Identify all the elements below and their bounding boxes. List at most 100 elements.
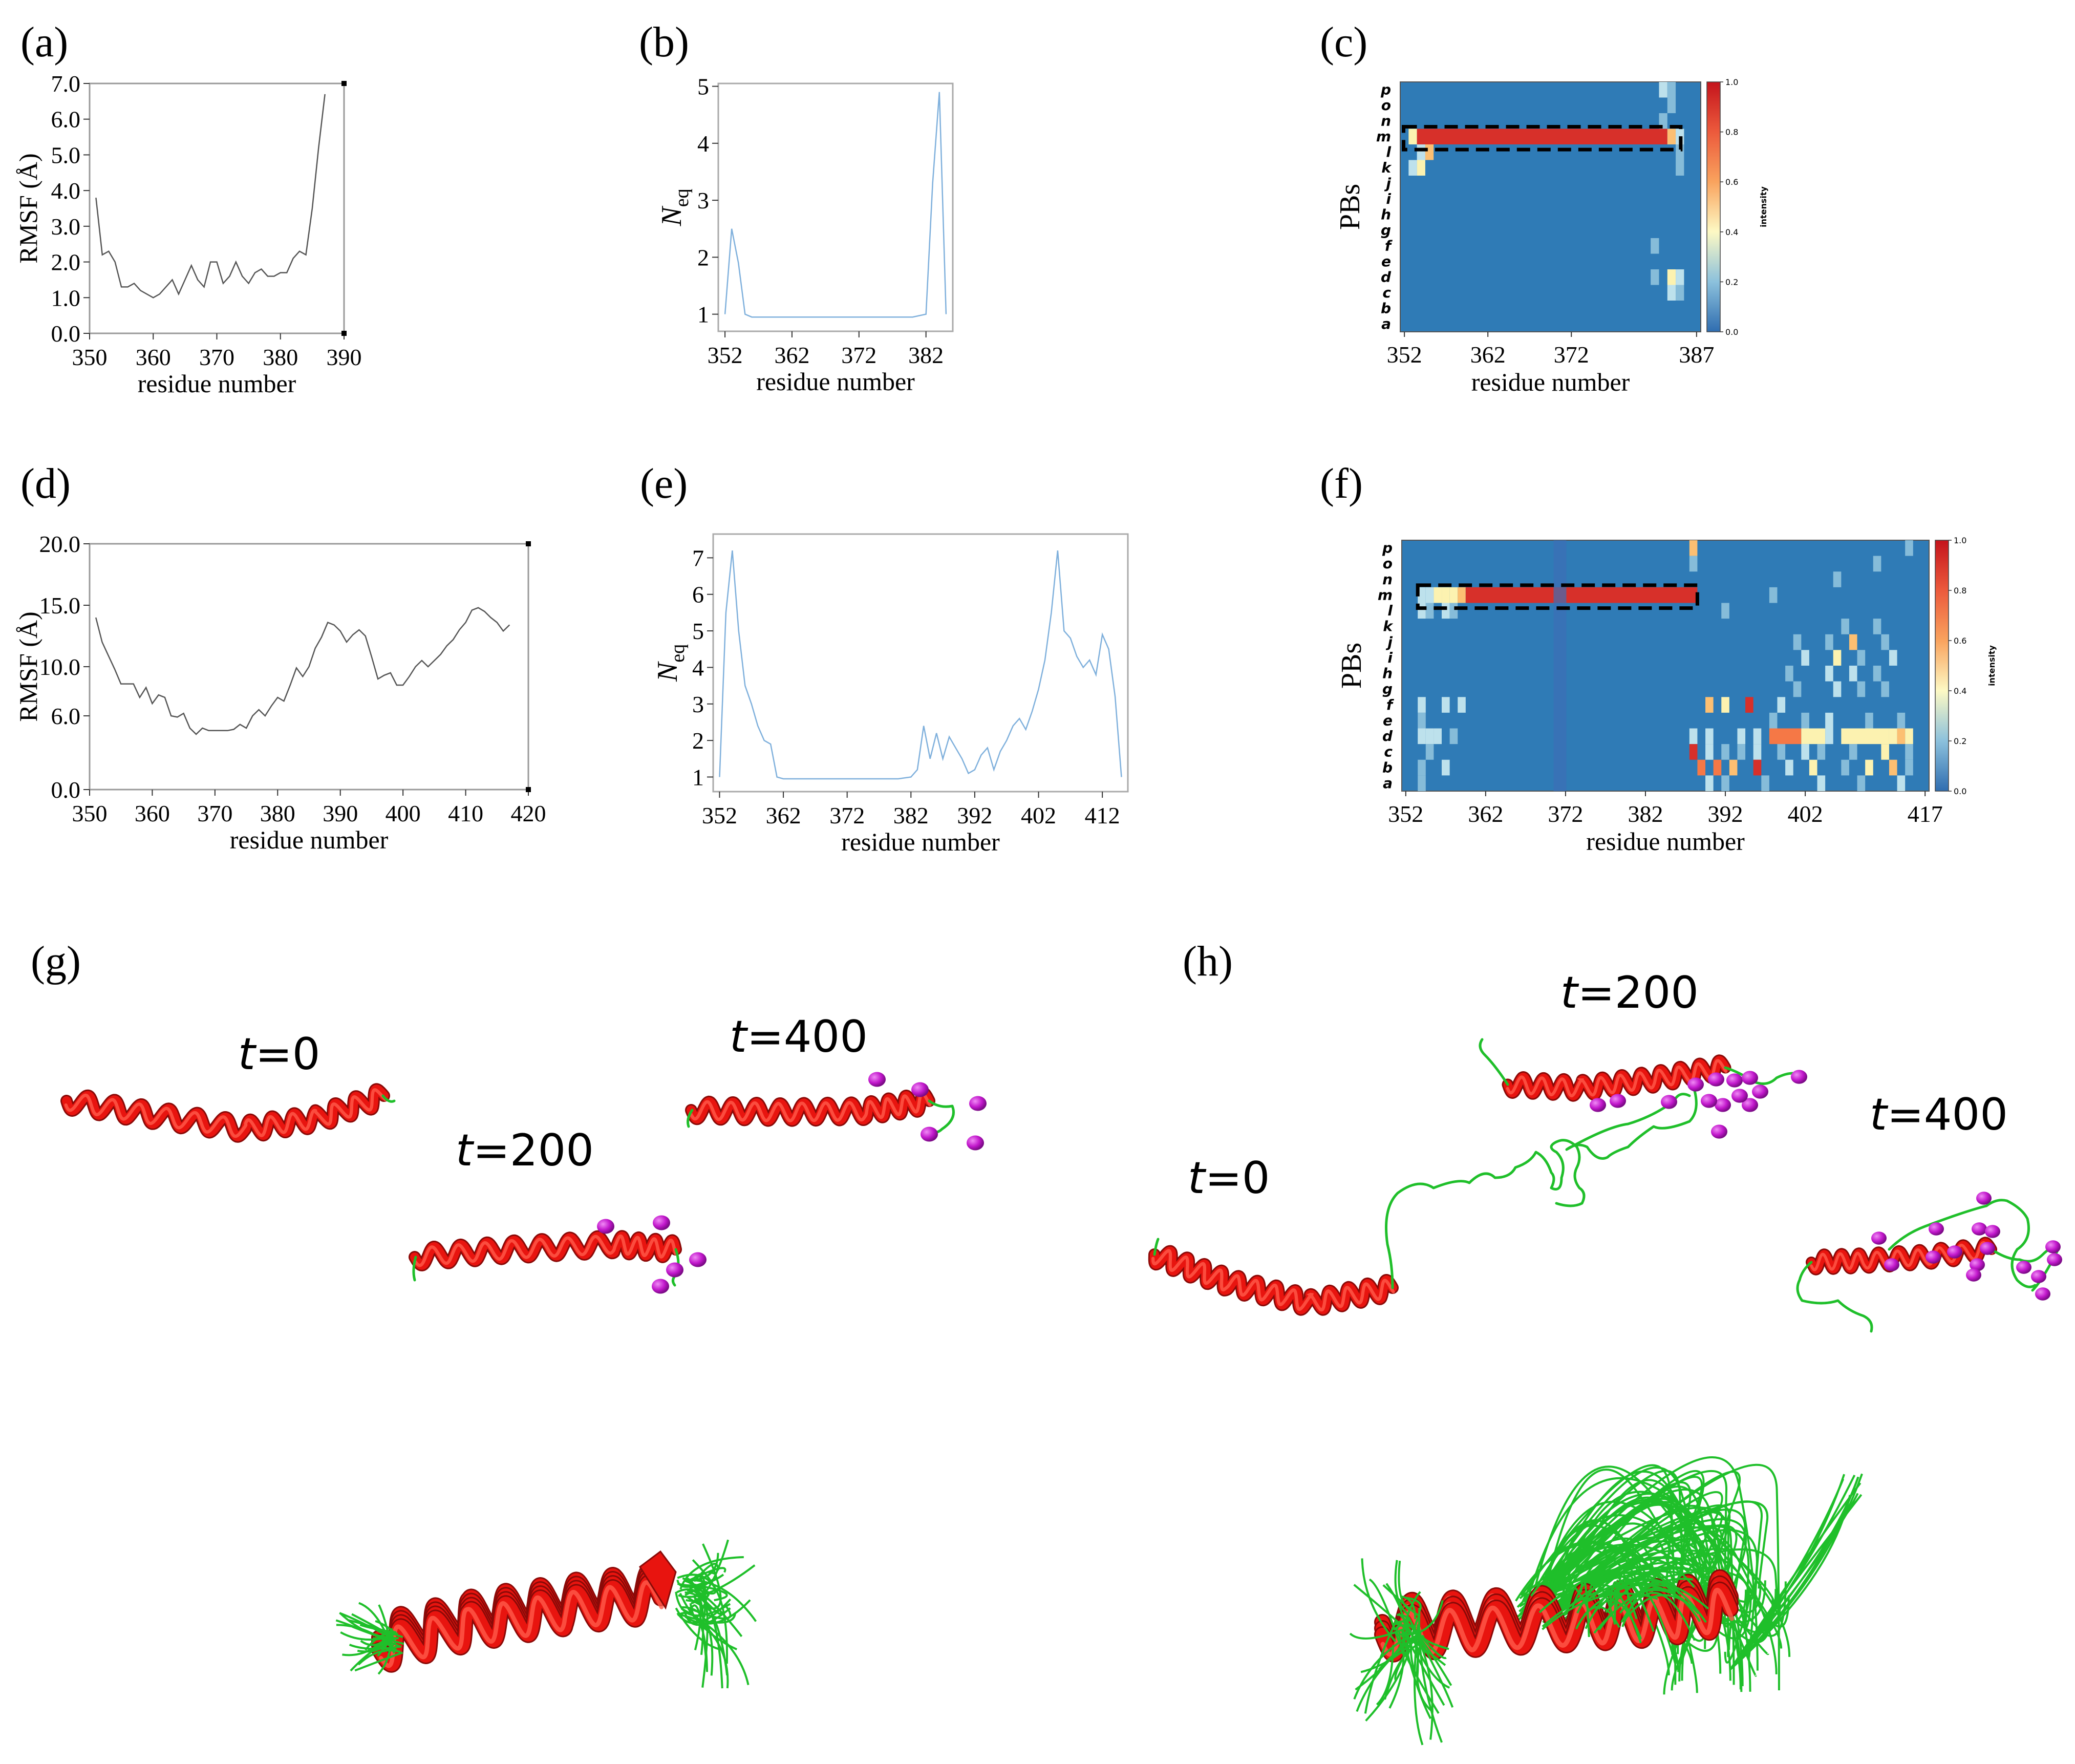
colorbar <box>1935 540 1949 792</box>
heatmap-cell <box>1857 775 1866 791</box>
plot-frame <box>89 82 345 334</box>
heatmap-cell <box>1769 587 1778 603</box>
heatmap-cell <box>1801 650 1809 666</box>
coil-ensemble-strand <box>350 1637 399 1672</box>
corner-marker <box>341 81 347 86</box>
coil-ensemble-strand <box>1410 1613 1421 1680</box>
coil-ensemble-strand <box>1524 1526 1778 1674</box>
y-tick-label: 6 <box>692 582 704 608</box>
row-tick-label: f <box>1386 696 1395 713</box>
heatmap-cell <box>1801 744 1809 760</box>
heatmap-cell <box>1873 619 1881 634</box>
coil-ensemble-strand <box>1361 1558 1397 1643</box>
coil-segment <box>1479 1038 1509 1086</box>
heatmap-cell <box>1833 571 1842 587</box>
helix-structure-g-t0 <box>60 1083 396 1143</box>
colorbar-tick-label: 0.8 <box>1954 586 1966 596</box>
chart-rmsf-a: 350 360 370 380 390 0.0 1.0 2.0 3.0 4.0 5.0 6.0 7.0 r… <box>14 71 362 398</box>
row-tick-label: l <box>1386 143 1391 160</box>
y-tick-label: 1.0 <box>51 285 81 311</box>
coil-ensemble-strand <box>1355 1629 1413 1691</box>
highlight-column <box>1553 540 1567 791</box>
y-tick-label: 3 <box>692 691 704 717</box>
heatmap-cell <box>1753 759 1762 776</box>
y-tick-label: 2 <box>697 244 709 270</box>
row-tick-label: b <box>1382 759 1393 776</box>
coil-ensemble-strand <box>1403 1631 1425 1646</box>
heatmap-cell <box>1849 666 1857 682</box>
plot-frame <box>712 533 1129 793</box>
heatmap-cell <box>1865 759 1873 776</box>
data-line <box>719 550 1122 780</box>
coil-ensemble-strand <box>1524 1566 1707 1666</box>
ion-sphere <box>1884 1258 1899 1271</box>
coil-ensemble-strand <box>375 1620 397 1635</box>
heatmap-cell <box>1449 587 1458 603</box>
ion-sphere <box>1929 1222 1944 1236</box>
coil-ensemble-strand <box>1422 1634 1449 1650</box>
y-tick-label: 2.0 <box>51 249 81 275</box>
coil-ensemble-strand <box>1406 1597 1422 1611</box>
heatmap-cell <box>1897 728 1906 745</box>
heatmap-cell <box>1721 697 1729 713</box>
data-line <box>724 92 947 318</box>
time-label-h-t0: t=0 <box>1188 1153 1270 1204</box>
x-tick-label: 372 <box>1554 342 1589 368</box>
panel-label-g: (g) <box>31 938 81 985</box>
colorbar-tick-label: 0.2 <box>1725 277 1738 287</box>
row-tick-label: h <box>1381 206 1391 223</box>
coil-ensemble-strand <box>1364 1620 1398 1714</box>
overlay-ensemble-g <box>335 1539 757 1689</box>
ion-sphere <box>2031 1270 2046 1283</box>
x-tick-label: 420 <box>511 800 546 826</box>
heatmap-cell <box>1777 697 1786 713</box>
y-tick-label: 4 <box>697 131 709 157</box>
x-tick-label: 370 <box>199 344 234 370</box>
helix-structure-g-t200 <box>409 1215 707 1294</box>
x-tick-label: 372 <box>1548 801 1583 827</box>
heatmap-cell <box>1785 759 1793 776</box>
coil-ensemble-strand <box>1538 1566 1672 1613</box>
ion-sphere <box>1985 1225 2000 1238</box>
time-label-g-t200: t=200 <box>456 1125 594 1176</box>
heatmap-cell <box>1841 728 1889 745</box>
x-tick-label: 392 <box>957 802 992 828</box>
heatmap-cell <box>1721 775 1729 791</box>
colorbar-tick-label: 0.0 <box>1954 787 1966 796</box>
y-tick-label: 10.0 <box>39 654 81 680</box>
row-tick-label: h <box>1382 665 1393 682</box>
row-tick-label: a <box>1383 775 1393 792</box>
helix-ribbon-highlight <box>1151 1249 1395 1312</box>
heatmap-cell <box>1449 728 1458 745</box>
x-tick-label: 350 <box>72 344 108 370</box>
y-tick-label: 6.0 <box>51 703 81 729</box>
heatmap-cell <box>1849 634 1857 650</box>
coil-ensemble-strand <box>691 1603 732 1620</box>
coil-ensemble-strand <box>1401 1591 1421 1638</box>
x-tick-label: 382 <box>908 342 944 368</box>
helix-ribbon-highlight <box>1380 1587 1735 1657</box>
x-tick-label: 350 <box>72 800 108 826</box>
heatmap-cell <box>1651 269 1659 285</box>
ion-sphere <box>1752 1085 1768 1099</box>
helix-ribbon <box>62 1085 389 1141</box>
heatmap-cell <box>1667 269 1676 285</box>
row-tick-label: b <box>1381 300 1391 316</box>
corner-marker <box>526 787 531 792</box>
x-tick-label: 402 <box>1788 801 1823 827</box>
coil-ensemble-strand <box>1398 1631 1404 1654</box>
coil-ensemble-strand <box>1523 1467 1710 1626</box>
heatmap-cell <box>1676 160 1684 176</box>
ion-sphere <box>1731 1089 1748 1103</box>
dashed-selection-box <box>1416 583 1699 610</box>
heatmap-cell <box>1667 285 1676 301</box>
row-tick-label: e <box>1381 253 1391 270</box>
row-tick-label: i <box>1386 190 1391 207</box>
ion-sphere <box>1966 1268 1981 1282</box>
helix-tip <box>638 1550 677 1610</box>
coil-ensemble-strand <box>693 1563 719 1582</box>
corner-marker <box>341 331 347 336</box>
heatmap-cell <box>1418 587 1426 603</box>
heatmap-cell <box>1905 540 1913 556</box>
